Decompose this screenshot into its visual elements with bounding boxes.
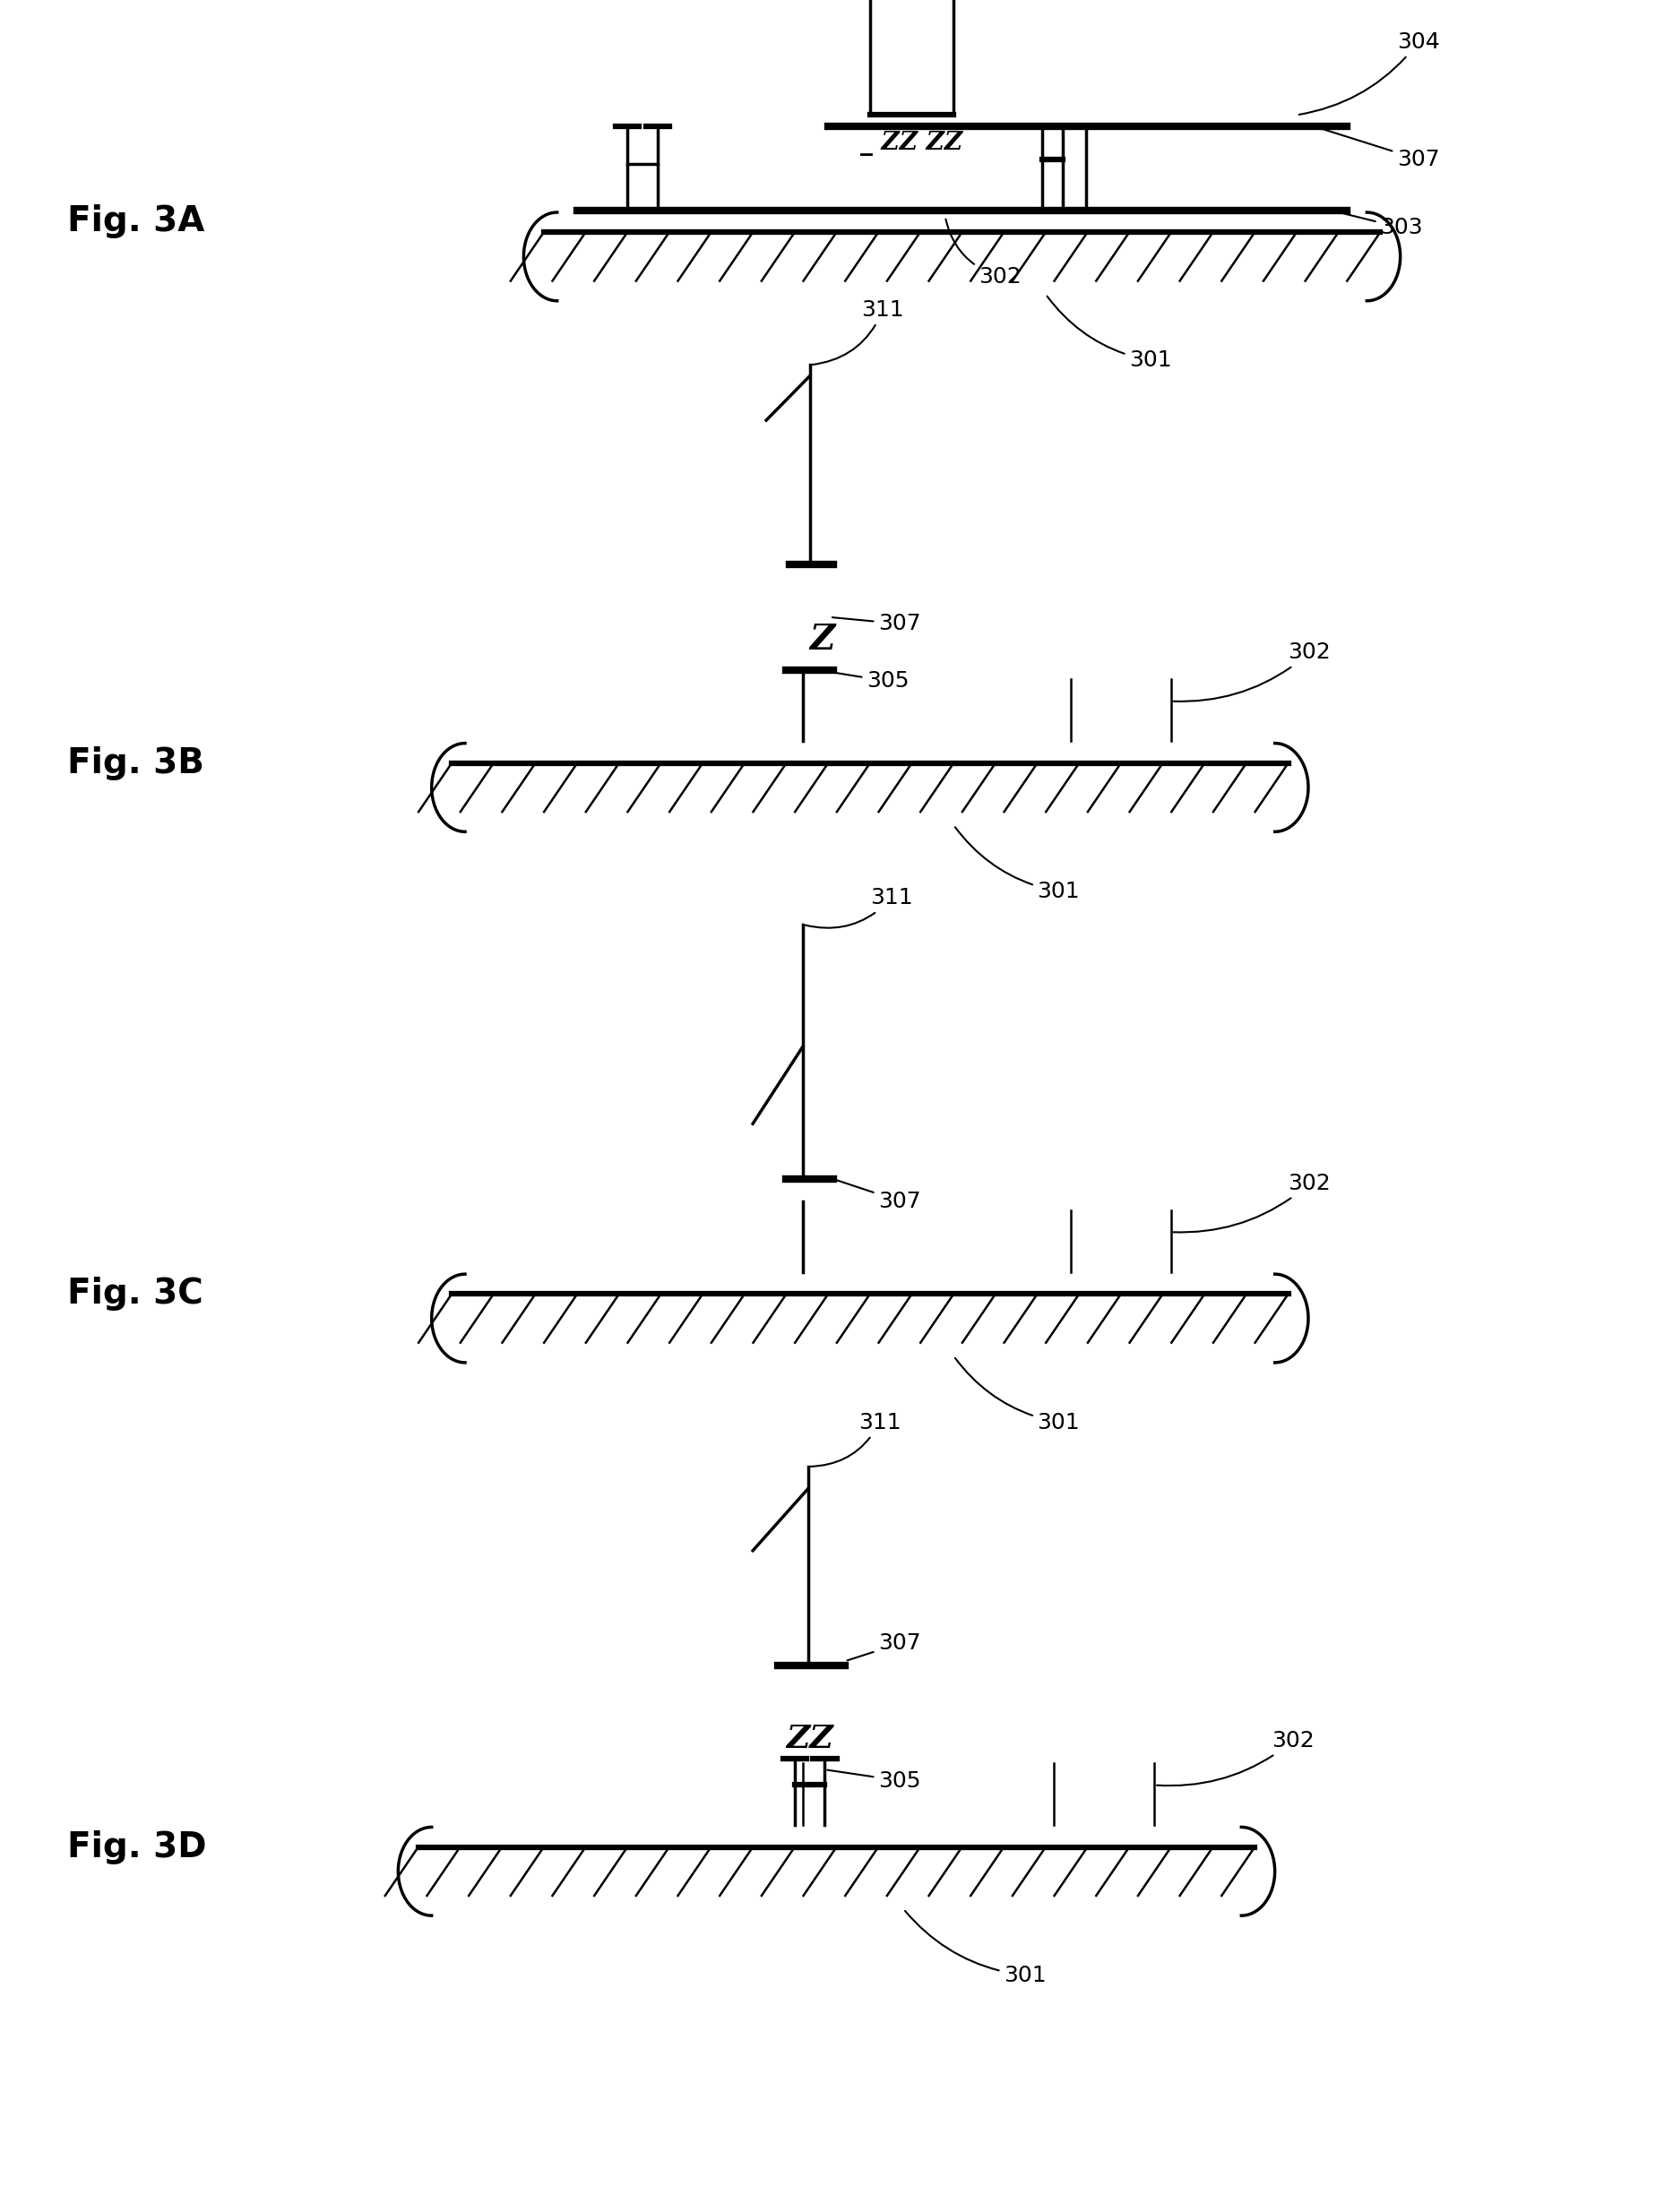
- Text: 302: 302: [1173, 641, 1332, 701]
- Text: 301: 301: [905, 1911, 1047, 1986]
- Text: 307: 307: [1315, 126, 1440, 170]
- Text: 307: 307: [835, 1179, 922, 1212]
- Text: Fig. 3D: Fig. 3D: [67, 1829, 206, 1865]
- Text: 307: 307: [831, 613, 922, 635]
- Text: 302: 302: [945, 219, 1022, 288]
- Text: 305: 305: [826, 1770, 920, 1792]
- Text: 305: 305: [821, 670, 908, 692]
- Text: 302: 302: [1173, 1172, 1332, 1232]
- Text: Z: Z: [810, 624, 835, 657]
- Text: 311: 311: [805, 887, 913, 927]
- Text: 302: 302: [1156, 1730, 1315, 1785]
- Text: Fig. 3B: Fig. 3B: [67, 745, 204, 781]
- Text: 304: 304: [1298, 31, 1440, 115]
- Text: 303: 303: [1332, 210, 1424, 239]
- Text: 301: 301: [955, 1358, 1081, 1433]
- Text: _ ZZ ZZ: _ ZZ ZZ: [860, 131, 964, 155]
- Text: 311: 311: [811, 299, 905, 365]
- Text: 301: 301: [955, 827, 1081, 902]
- Text: Fig. 3A: Fig. 3A: [67, 204, 204, 239]
- Text: ZZ: ZZ: [786, 1723, 833, 1754]
- Text: Fig. 3C: Fig. 3C: [67, 1276, 202, 1312]
- Text: 301: 301: [1047, 296, 1173, 372]
- Text: 311: 311: [810, 1411, 902, 1467]
- Text: 307: 307: [847, 1632, 922, 1661]
